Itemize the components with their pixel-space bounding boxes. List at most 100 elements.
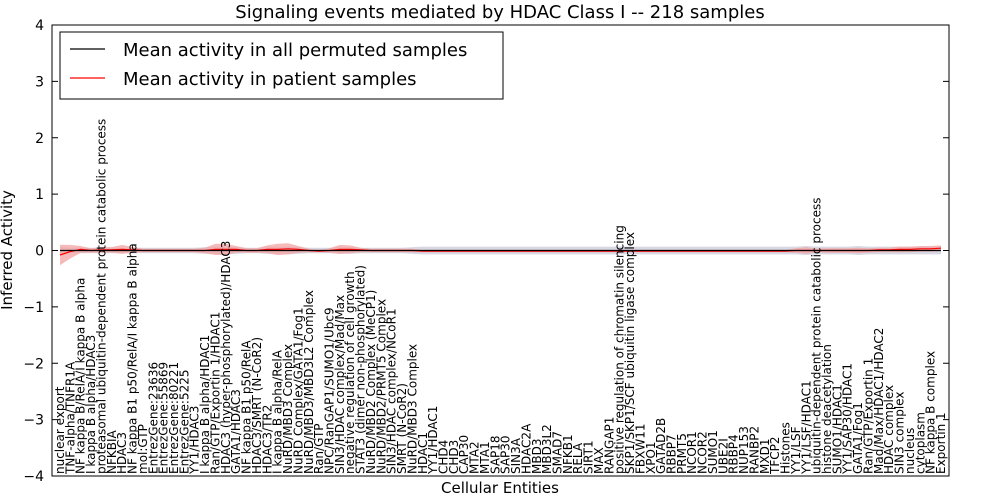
entity-label: I kappa B alpha/RelA [271, 349, 285, 474]
entity-label: SIN3 complex [893, 392, 907, 474]
entity-label: MXD1 [758, 439, 772, 474]
entity-label: RANBP2 [747, 426, 761, 474]
entity-label: GATA1/HDAC3 [229, 389, 243, 474]
entity-label: MBD3 [530, 439, 544, 474]
entity-label: SIN3/HDAC complex/Mad/Max [333, 295, 347, 474]
entity-label: SUMO1/HDAC1 [830, 384, 844, 474]
entity-label: NPC/RanGAP1/SUMO1/Ubc9 [323, 307, 337, 474]
entity-label: HDAC3 (hyper-phosphorylated)/HDAC3 [219, 241, 233, 474]
entity-label: YY1/HDAC1 [426, 406, 440, 475]
y-tick-label: 1 [35, 187, 44, 203]
entity-label: Mad/Max/HDAC1/HDAC2 [872, 328, 886, 474]
entity-label: HDAC3 [115, 432, 129, 474]
entity-label: SIRT1 [582, 440, 596, 474]
entity-label: YY1/HDAC3 [188, 406, 202, 475]
entity-label: SIN3A [509, 437, 523, 474]
entity-label: SMAD7 [551, 431, 565, 474]
entity-label: TNF-alpha/TNFR1A [63, 361, 77, 475]
entity-label: HDAC3/TR2 [260, 405, 274, 474]
entity-label: Histones [779, 422, 793, 474]
entity-label: HDAC1 [416, 432, 430, 474]
entity-label: MTA1 [478, 441, 492, 474]
entity-label: NuRD/MBD2/PRMT5 Complex [374, 299, 388, 474]
legend: Mean activity in all permuted samples Me… [59, 31, 504, 100]
entity-label: SAP30 [499, 435, 513, 474]
entity-label: NFKB1 [561, 434, 575, 474]
entity-label: Exportin 1 [934, 412, 948, 474]
y-tick-label: −4 [23, 469, 44, 485]
entity-label: NF kappa B1 p50/RelA/I kappa B alpha [126, 243, 140, 474]
entity-label: I kappa B alpha/HDAC3 [84, 335, 98, 474]
y-tick-label: −2 [23, 356, 44, 372]
y-tick-label: −1 [23, 300, 44, 316]
entity-label: NuRD/MBD3 Complex [405, 344, 419, 474]
y-tick-label: 3 [35, 74, 44, 90]
entity-label: MBD3L2 [540, 424, 554, 474]
entity-label: SKP1/SKP1/SCF ubiquitin ligase complex [623, 232, 637, 474]
entity-label: nucleus [903, 428, 917, 474]
entity-label: RBBP4 [727, 434, 741, 474]
entity-label: NCOR1 [685, 431, 699, 474]
y-tick-label: 0 [35, 244, 44, 260]
y-axis-ticks: 4 3 2 1 0 −1 −2 −3 −4 [23, 18, 949, 485]
x-axis-label: Cellular Entities [441, 479, 559, 497]
legend-box [59, 31, 504, 100]
entity-label: HDAC3/SMRT (N-CoR2) [250, 337, 264, 474]
entity-label: proteasomal ubiquitin-dependent protein … [95, 119, 109, 474]
entity-label: EntrezGene:23636 [146, 362, 160, 474]
entity-label: RBBP7 [665, 434, 679, 474]
entity-label: EntrezGene:55869 [157, 362, 171, 474]
entity-label: MTA2 [468, 441, 482, 474]
entity-label: HDAC2A [519, 423, 533, 474]
entity-label: MAX [592, 447, 606, 474]
y-tick-label: −3 [23, 413, 44, 429]
entity-label: YY1/LSF [789, 426, 803, 475]
entity-label: NFKBIA [105, 429, 119, 474]
entity-label: HDAC complex [882, 385, 896, 474]
entity-label: NUP153 [737, 426, 751, 474]
entity-label: PRMT5 [675, 433, 689, 474]
entity-label: SAP18 [488, 435, 502, 474]
entity-label: CAP30 [457, 435, 471, 474]
entity-label: I kappa B alpha/HDAC1 [198, 335, 212, 474]
entity-label: NF kappa B complex [924, 351, 938, 474]
y-tick-label: 4 [35, 18, 44, 34]
y-axis-label: Inferred Activity [0, 190, 16, 310]
entity-label: TFCP2 [768, 437, 782, 475]
entity-label: mol:GTP [136, 424, 150, 474]
entity-label: positive regulation of chromatin silenci… [613, 225, 627, 474]
entity-label: NCOR2 [696, 431, 710, 474]
entity-label: Ran/GTP/Exportin 1 [861, 358, 875, 474]
entity-label: NF kappa B/RelA/I kappa B alpha [74, 278, 88, 474]
lines-layer [59, 247, 942, 256]
entity-label: EntrezGene:80221 [167, 362, 181, 474]
entity-label: NuRD/MBD3 Complex [281, 344, 295, 474]
entity-label: UBE2I [716, 438, 730, 474]
entity-label: negative regulation of cell growth [343, 271, 357, 474]
entity-label: NuRD Complex/GATA1/Fog1 [291, 307, 305, 474]
entity-label: SIN3/HDAC complex/NCoR1 [385, 308, 399, 474]
entity-label: RANGAP1 [602, 417, 616, 474]
entity-label: SMRT (N-CoR2) [395, 383, 409, 474]
legend-label-permuted: Mean activity in all permuted samples [123, 40, 467, 61]
entity-label: NuRD/MBD2 Complex (MeCP1) [364, 290, 378, 474]
legend-label-patient: Mean activity in patient samples [123, 69, 417, 90]
entity-label: EntrezGene:5225 [177, 370, 191, 475]
entity-label: RELA [571, 442, 585, 474]
entity-label: histone deacetylation [820, 344, 834, 474]
entity-label: CHD3 [447, 440, 461, 474]
entity-label: YY1/LSF/HDAC1 [799, 380, 813, 475]
entity-label: GATA1/Fog1 [851, 402, 865, 474]
chart-title: Signaling events mediated by HDAC Class … [235, 2, 764, 23]
entity-label: NF kappa B1 p50/RelA [240, 340, 254, 474]
entity-label: FBXW11 [633, 424, 647, 475]
y-tick-label: 2 [35, 131, 44, 147]
entity-label: XPO1 [644, 441, 658, 474]
entity-label: NuRD/MBD3/MBD3L2 Complex [302, 290, 316, 474]
entity-label: Ran/GTP/Exportin 1/HDAC1 [209, 312, 223, 474]
entity-label: cytoplasm [913, 412, 927, 474]
entity-label: YY1/SAP30/HDAC1 [841, 363, 855, 475]
entity-label: STAT3 (dimer non-phosphorylated) [354, 265, 368, 474]
